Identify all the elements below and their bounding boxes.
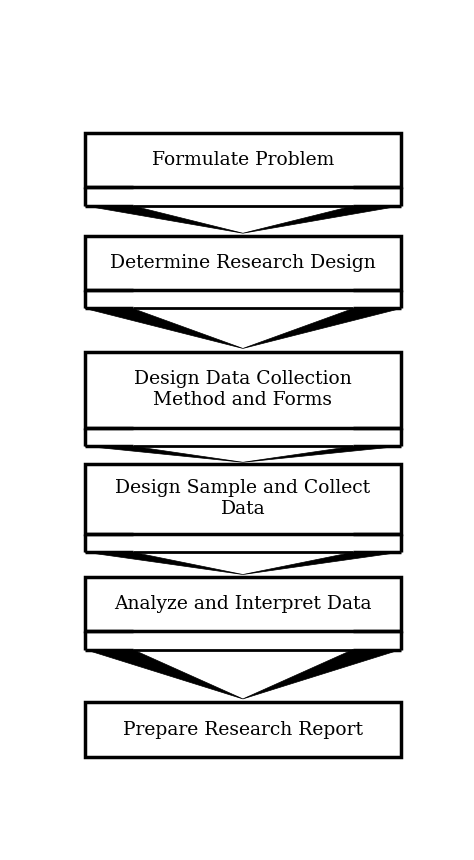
Bar [85,352,401,427]
Text: Determine Research Design: Determine Research Design [110,254,376,272]
Bar [85,464,401,533]
Bar [85,236,401,290]
Polygon shape [243,552,401,574]
Bar [85,133,401,187]
Polygon shape [243,649,401,699]
Polygon shape [85,649,243,699]
Bar [85,577,401,631]
Polygon shape [85,309,243,348]
Polygon shape [85,206,243,233]
Text: Formulate Problem: Formulate Problem [152,151,334,169]
Text: Prepare Research Report: Prepare Research Report [123,721,363,739]
Polygon shape [243,309,401,348]
Polygon shape [85,552,243,574]
Polygon shape [243,446,401,463]
Text: Analyze and Interpret Data: Analyze and Interpret Data [114,595,372,613]
Polygon shape [85,446,243,463]
Bar [85,703,401,757]
Polygon shape [243,206,401,233]
Text: Design Data Collection
Method and Forms: Design Data Collection Method and Forms [134,370,352,409]
Text: Design Sample and Collect
Data: Design Sample and Collect Data [115,480,371,519]
